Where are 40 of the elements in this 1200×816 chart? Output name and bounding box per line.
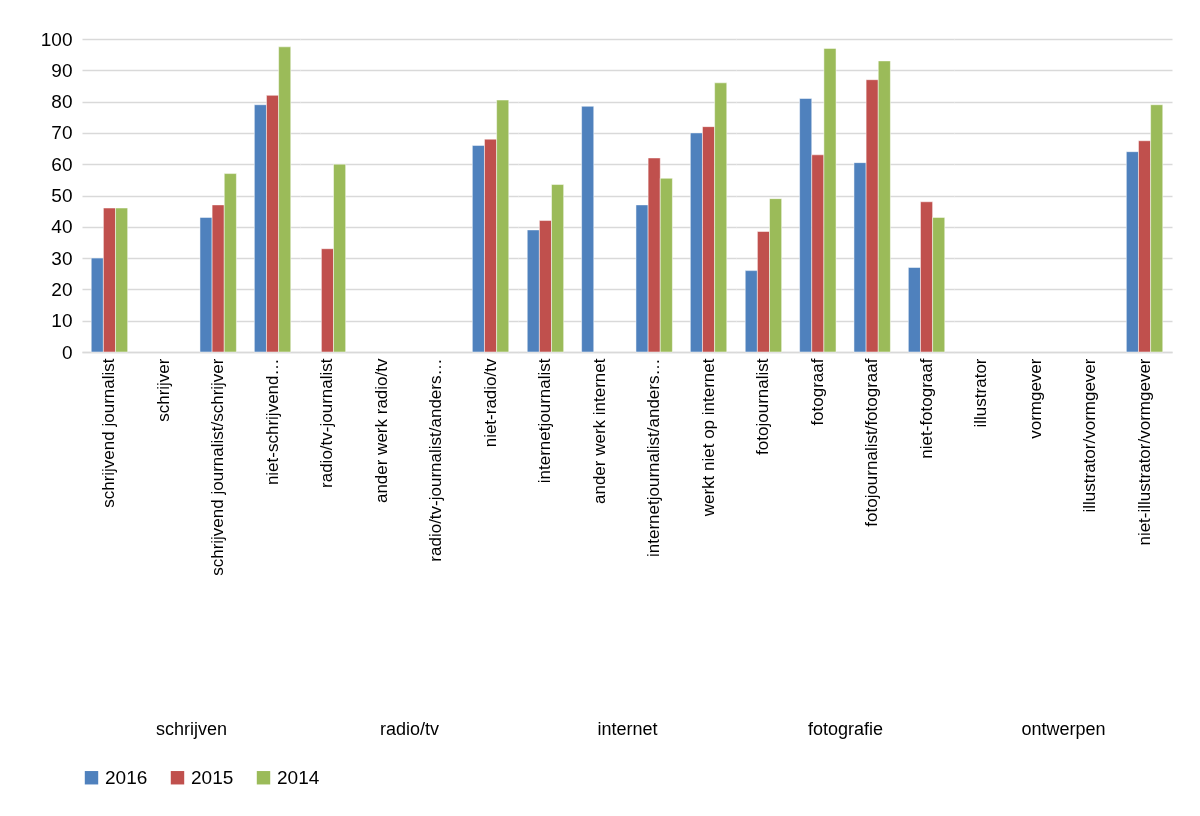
y-tick-label: 20	[51, 278, 73, 300]
x-tick-label: fotojournalist/fotograaf	[862, 358, 882, 527]
x-tick-label: fotograaf	[807, 358, 827, 426]
y-tick-label: 80	[51, 91, 73, 113]
x-axis-title: fotografie	[807, 718, 884, 739]
x-tick-label: illustrator/vormgever	[1080, 358, 1100, 513]
y-tick-label: 60	[51, 153, 73, 175]
bar	[581, 106, 594, 353]
y-tick-label: 10	[51, 310, 73, 332]
x-tick-label: ander werk radio/tv	[371, 358, 391, 504]
y-tick-label: 0	[61, 341, 73, 363]
x-tick-label: schrijvend journalist/schrijver	[208, 358, 228, 576]
legend-label: 2015	[191, 766, 234, 788]
x-axis-title: radio/tv	[379, 718, 440, 739]
x-tick-label: schrijvend journalist	[99, 358, 119, 508]
y-tick-label: 70	[51, 122, 73, 144]
x-tick-label: radio/tv-journalist/anders…	[426, 358, 446, 562]
x-tick-label: radio/tv-journalist	[317, 358, 337, 488]
legend-label: 2016	[105, 766, 148, 788]
x-tick-label: vormgever	[1025, 358, 1045, 439]
legend-label: 2014	[277, 766, 320, 788]
x-axis-title: schrijven	[155, 718, 228, 739]
x-tick-label: niet-illustrator/vormgever	[1134, 358, 1154, 546]
x-axis-title: internet	[597, 718, 658, 739]
x-tick-label: illustrator	[971, 358, 991, 428]
x-tick-label: schrijver	[153, 358, 173, 422]
y-tick-label: 40	[51, 216, 73, 238]
y-tick-label: 50	[51, 185, 73, 206]
x-tick-label: niet-schrijvend…	[262, 358, 282, 486]
x-tick-label: fotojournalist	[753, 358, 773, 455]
x-tick-label: werkt niet op internet	[698, 358, 718, 518]
y-tick-label: 90	[51, 59, 73, 81]
x-tick-label: internetjournalist	[535, 358, 555, 484]
x-tick-label: ander werk internet	[589, 358, 609, 505]
x-tick-label: niet-fotograaf	[916, 358, 936, 459]
x-tick-label: internetjournalist/anders…	[644, 358, 664, 557]
y-tick-label: 100	[40, 28, 73, 50]
x-axis-title: ontwerpen	[1021, 718, 1106, 739]
x-tick-label: niet-radio/tv	[480, 358, 500, 448]
y-tick-label: 30	[51, 247, 73, 269]
